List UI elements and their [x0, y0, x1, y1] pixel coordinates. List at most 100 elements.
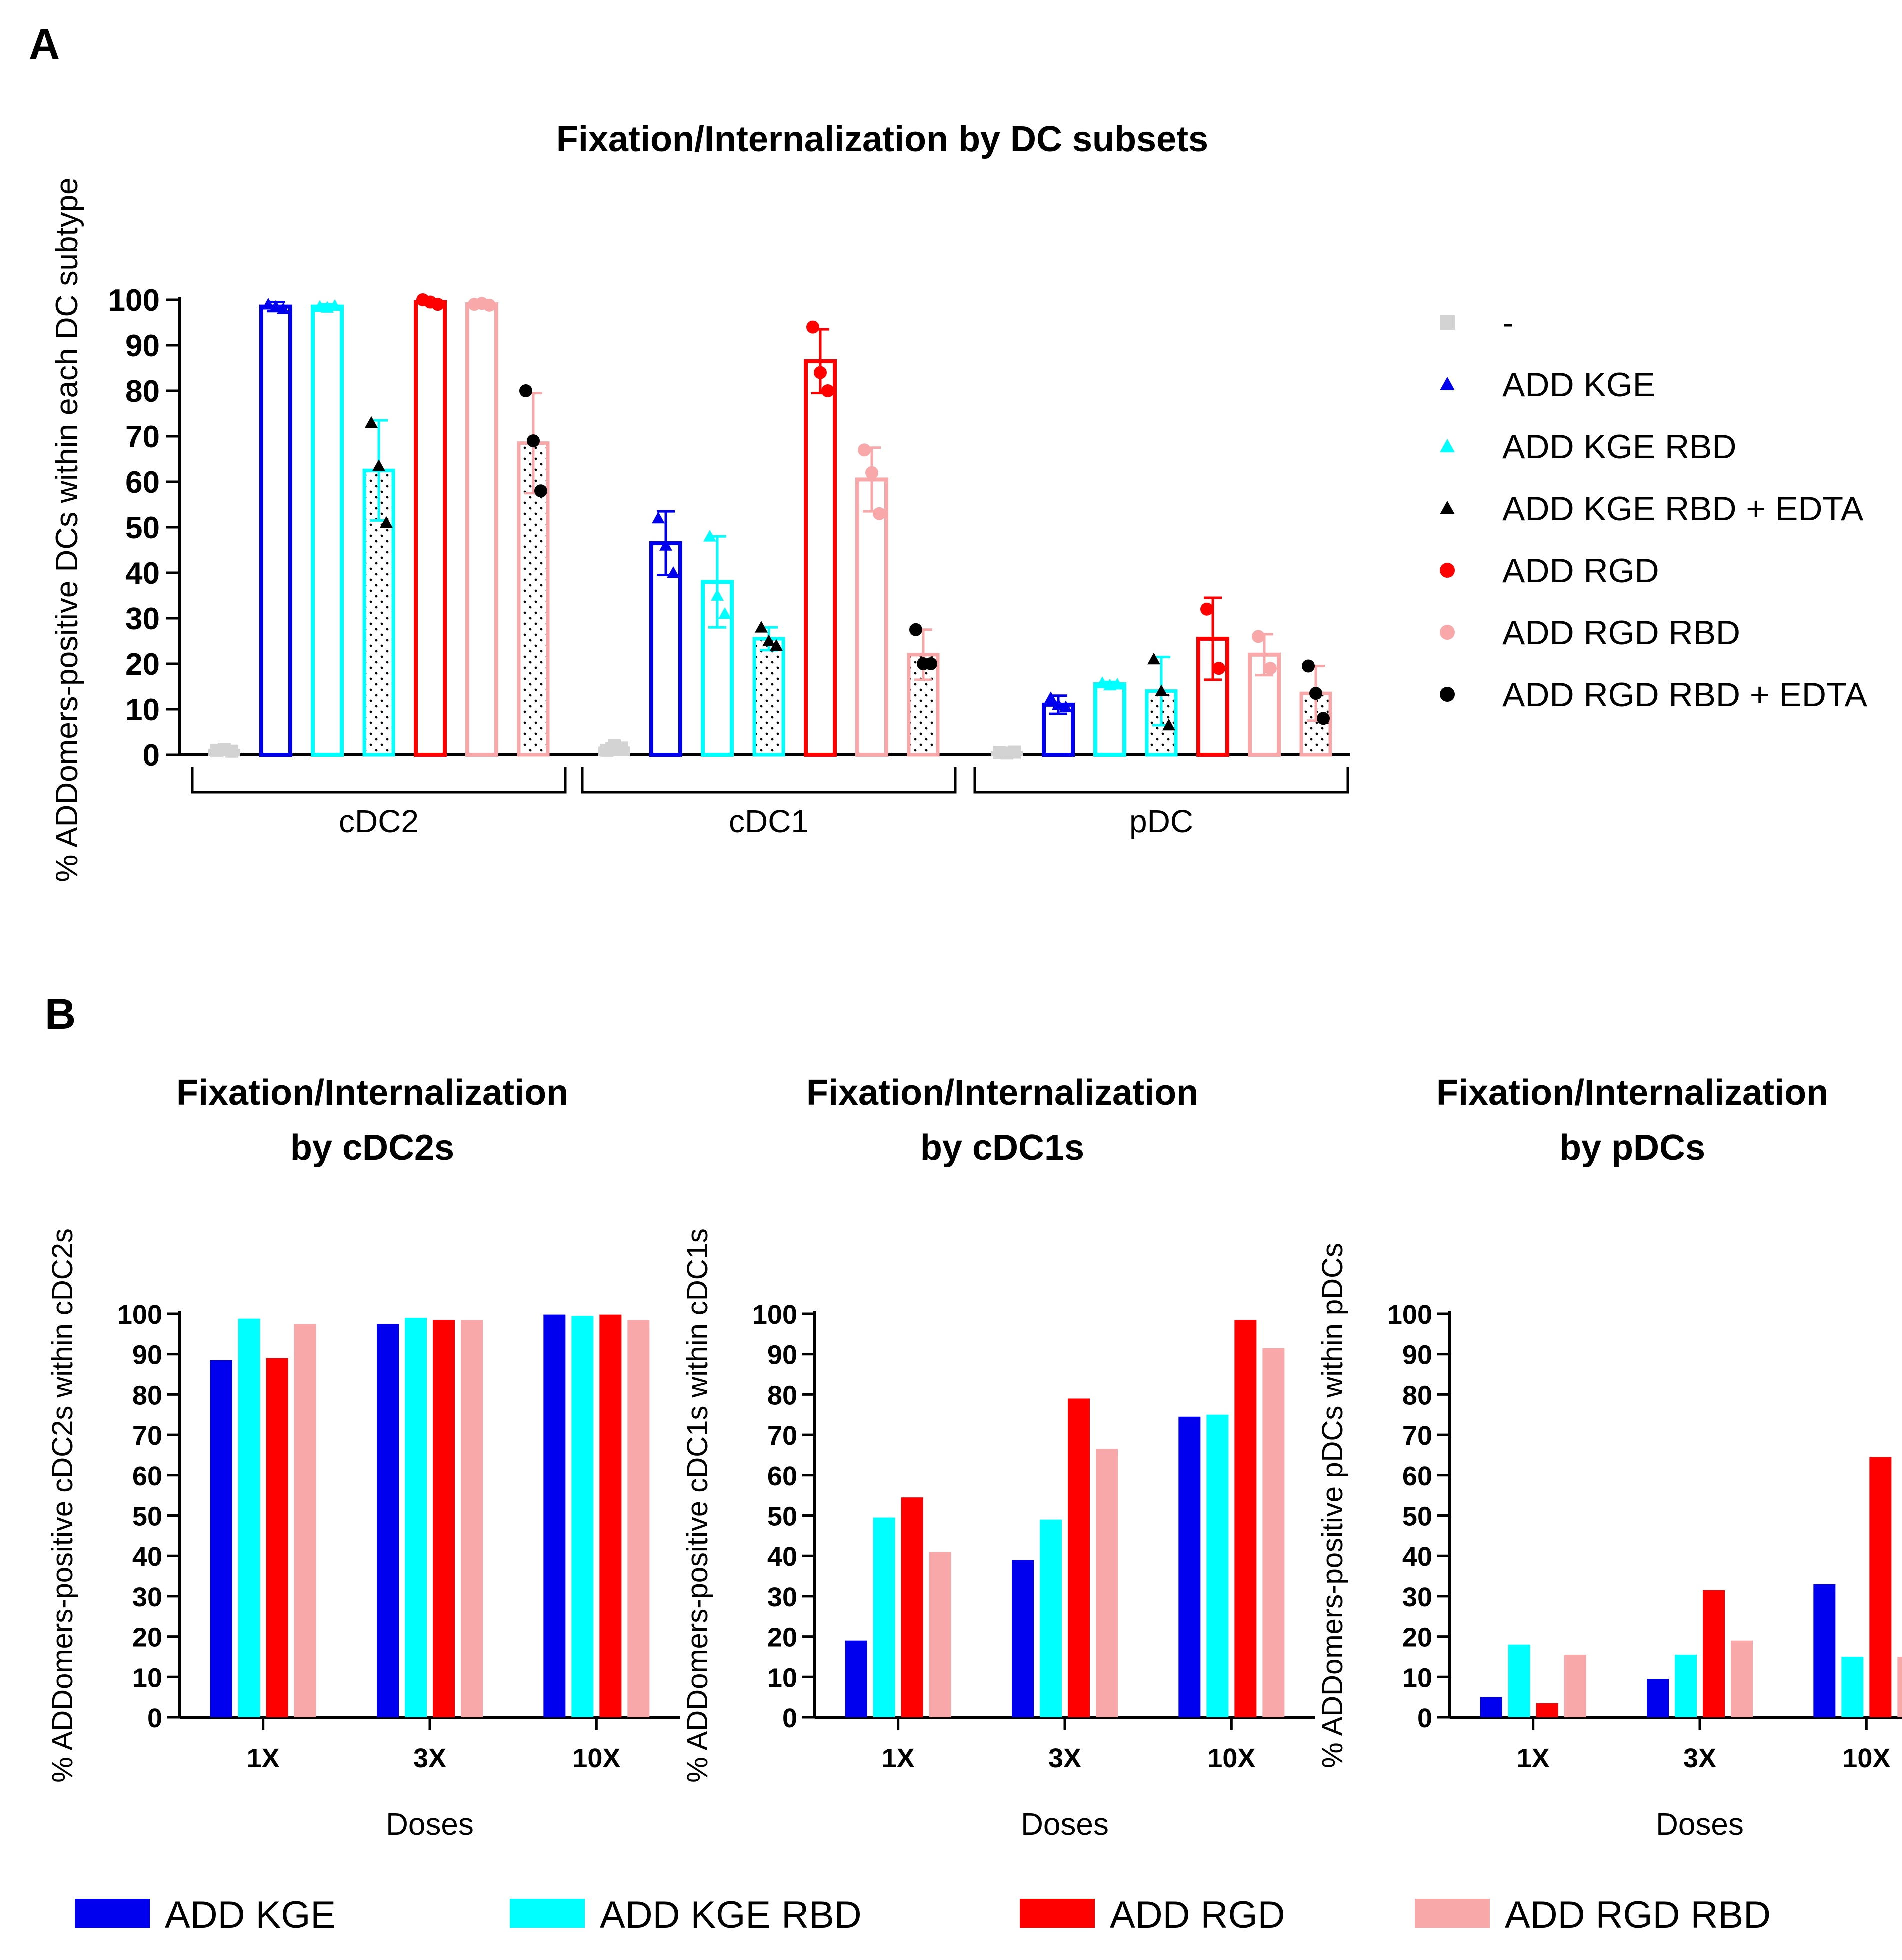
y-tick-label: 90 — [132, 1340, 162, 1370]
bar — [1093, 682, 1126, 757]
legend-label: ADD KGE — [1502, 366, 1655, 404]
legend-swatch — [1020, 1899, 1095, 1928]
bar — [1841, 1656, 1864, 1718]
data-point — [372, 460, 385, 472]
x-tick-label: 3X — [1683, 1744, 1716, 1774]
panel-a-label: A — [29, 20, 60, 68]
data-point — [269, 300, 282, 312]
data-point — [380, 516, 393, 528]
legend-marker — [1440, 563, 1455, 578]
data-point — [328, 299, 341, 312]
bar — [1813, 1584, 1836, 1718]
group-label: cDC2 — [339, 804, 419, 840]
data-point — [277, 302, 290, 314]
subchart-title: Fixation/Internalization — [176, 1073, 568, 1113]
bar — [465, 302, 498, 757]
data-point — [1264, 662, 1277, 676]
legend-swatch — [1415, 1899, 1490, 1928]
panel-b-legend: ADD KGE ADD KGE RBD ADD RGD ADD RGD RBD — [75, 1894, 1771, 1936]
panel-a-legend: - ADD KGE ADD KGE RBD ADD KGE RBD + EDTA ADD… — [1440, 304, 1867, 714]
x-tick-label: 3X — [413, 1744, 446, 1774]
data-point — [534, 484, 547, 498]
y-tick-label: 40 — [125, 556, 160, 591]
bar — [1675, 1654, 1697, 1718]
bar — [1536, 1703, 1558, 1718]
y-tick-label: 20 — [767, 1623, 797, 1653]
y-tick-label: 40 — [1402, 1542, 1432, 1572]
data-point — [1317, 712, 1330, 726]
legend-label: ADD KGE RBD + EDTA — [1502, 490, 1864, 528]
legend-marker — [1440, 315, 1455, 330]
data-point — [1052, 698, 1065, 710]
y-tick-label: 50 — [125, 511, 160, 546]
data-point — [703, 530, 716, 542]
bar — [1040, 1520, 1062, 1718]
bar — [1178, 1416, 1201, 1718]
data-point — [858, 444, 871, 457]
legend-marker — [1440, 501, 1455, 514]
bar — [929, 1552, 951, 1718]
group-label: cDC1 — [729, 804, 809, 840]
bar — [1262, 1348, 1285, 1718]
subchart-y-axis-label: % ADDomers-positive cDC2s within cDC2s — [46, 1228, 79, 1783]
y-tick-label: 30 — [1402, 1582, 1432, 1612]
x-tick-label: 1X — [1517, 1744, 1550, 1774]
data-point — [762, 634, 775, 646]
y-tick-label: 50 — [767, 1502, 797, 1532]
bar — [855, 478, 888, 757]
data-point — [1309, 687, 1322, 700]
bar — [1564, 1654, 1586, 1718]
subchart-y-axis-label: % ADDomers-positive cDC1s within cDC1s — [681, 1228, 714, 1783]
data-point — [1111, 678, 1124, 690]
y-tick-label: 10 — [125, 693, 160, 728]
y-tick-label: 80 — [1402, 1380, 1432, 1410]
y-tick-label: 70 — [125, 420, 160, 454]
bar — [259, 304, 292, 757]
y-tick-label: 10 — [767, 1663, 797, 1693]
legend-label: ADD RGD — [1502, 552, 1659, 590]
data-point — [1155, 684, 1168, 696]
data-point — [483, 298, 496, 312]
bar — [1703, 1590, 1725, 1718]
bar — [804, 359, 837, 757]
data-point — [1147, 652, 1160, 665]
legend-label: ADD RGD RBD + EDTA — [1502, 676, 1867, 714]
bar — [571, 1316, 594, 1718]
legend-label: ADD KGE — [165, 1894, 336, 1936]
legend-label: - — [1502, 304, 1514, 342]
legend-marker — [1440, 377, 1455, 390]
bar — [1206, 1414, 1229, 1718]
data-point — [1008, 746, 1021, 759]
x-tick-label: 1X — [247, 1744, 280, 1774]
subchart-1: Fixation/Internalization by cDC2s % ADDome… — [46, 1073, 680, 1842]
x-tick-label: 10X — [1207, 1744, 1255, 1774]
data-point — [262, 298, 275, 310]
panel-a-chart: 0 10 20 30 40 50 60 70 80 90 100 cDC2 cDC1 pDC — [108, 284, 1350, 840]
data-point — [718, 607, 731, 620]
bar — [1897, 1656, 1902, 1718]
y-tick-label: 100 — [1387, 1300, 1432, 1330]
y-tick-label: 90 — [1402, 1340, 1432, 1370]
legend-marker — [1440, 625, 1455, 640]
group-bracket — [191, 768, 567, 794]
y-tick-label: 0 — [143, 738, 160, 773]
panel-b-charts: Fixation/Internalization by cDC2s % ADDome… — [46, 1073, 1902, 1842]
group-bracket — [581, 768, 957, 794]
bar — [294, 1324, 316, 1718]
legend-label: ADD RGD RBD — [1502, 614, 1740, 652]
bar — [543, 1314, 566, 1718]
y-tick-label: 50 — [132, 1502, 162, 1532]
bar — [311, 304, 344, 757]
bar — [627, 1320, 650, 1718]
subchart-x-axis-label: Doses — [1656, 1808, 1744, 1842]
y-tick-label: 0 — [782, 1704, 797, 1734]
y-tick-label: 70 — [132, 1421, 162, 1451]
bar — [266, 1358, 288, 1718]
data-point — [1096, 676, 1109, 688]
bar — [1012, 1560, 1034, 1718]
y-tick-label: 90 — [125, 329, 160, 364]
data-point — [659, 539, 672, 551]
group-bracket — [973, 768, 1349, 794]
data-point — [652, 512, 665, 524]
